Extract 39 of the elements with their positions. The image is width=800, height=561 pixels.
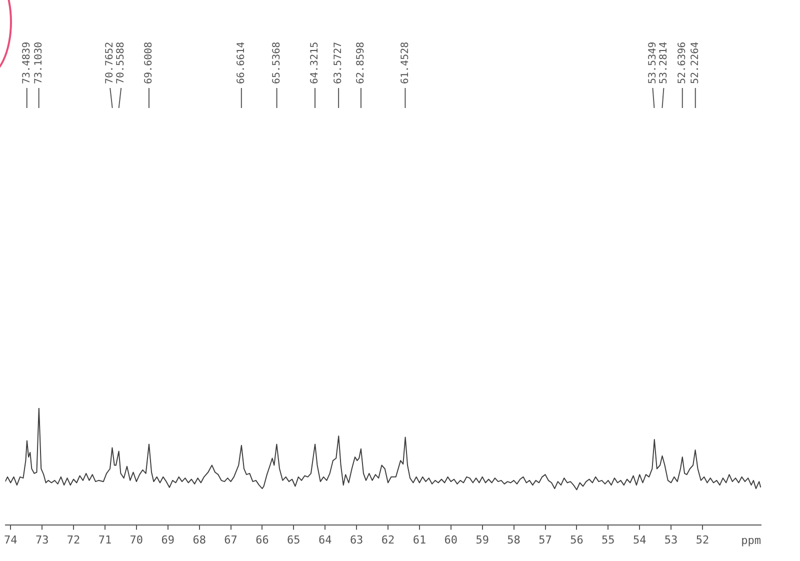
- x-tick-label: 59: [476, 533, 489, 546]
- x-tick-label: 60: [444, 533, 458, 546]
- annotation: 53.5349: [647, 42, 658, 84]
- annotation: 64.3215: [310, 42, 321, 84]
- x-tick-label: 54: [632, 533, 647, 546]
- annotation: 62.8598: [356, 42, 367, 84]
- x-tick-label: 67: [224, 533, 238, 546]
- x-tick-label: 72: [66, 533, 80, 546]
- x-tick-label: 57: [538, 533, 552, 546]
- annotation: 69.6008: [144, 42, 155, 84]
- annotation: 65.5368: [271, 42, 282, 84]
- annotation: 70.5588: [116, 42, 127, 84]
- x-tick-label: 64: [318, 533, 332, 546]
- annotation: 73.1030: [33, 42, 44, 84]
- annotation: 52.2264: [690, 42, 701, 84]
- annotation: 53.2814: [658, 42, 670, 84]
- x-tick-label: 74: [4, 533, 18, 546]
- x-tick-label: 70: [130, 533, 144, 546]
- x-tick-label: 62: [381, 533, 395, 546]
- annotation: 52.6396: [676, 42, 688, 84]
- x-tick-label: 63: [350, 533, 364, 546]
- x-axis-title: ppm: [741, 534, 762, 548]
- x-tick-label: 52: [696, 533, 710, 546]
- x-tick-label: 56: [570, 533, 584, 546]
- annotation: 61.4528: [400, 42, 411, 84]
- x-tick-label: 58: [507, 533, 520, 546]
- annotation: 63.5727: [333, 42, 344, 84]
- x-tick-label: 68: [192, 533, 206, 546]
- x-tick-label: 65: [287, 533, 300, 546]
- x-tick-label: 71: [98, 533, 112, 546]
- x-tick-label: 55: [602, 533, 615, 546]
- x-tick-label: 61: [412, 533, 426, 546]
- annotation: 70.7652: [104, 42, 116, 84]
- annotation: 73.4839: [21, 42, 32, 84]
- x-tick-label: 53: [664, 533, 678, 546]
- x-tick-label: 69: [161, 533, 174, 546]
- x-tick-label: 66: [256, 533, 269, 546]
- x-tick-label: 73: [35, 533, 49, 546]
- annotation: 66.6614: [236, 42, 248, 84]
